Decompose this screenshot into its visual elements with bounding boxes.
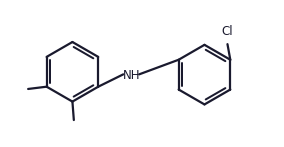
Text: NH: NH (122, 69, 140, 82)
Text: Cl: Cl (222, 25, 233, 39)
